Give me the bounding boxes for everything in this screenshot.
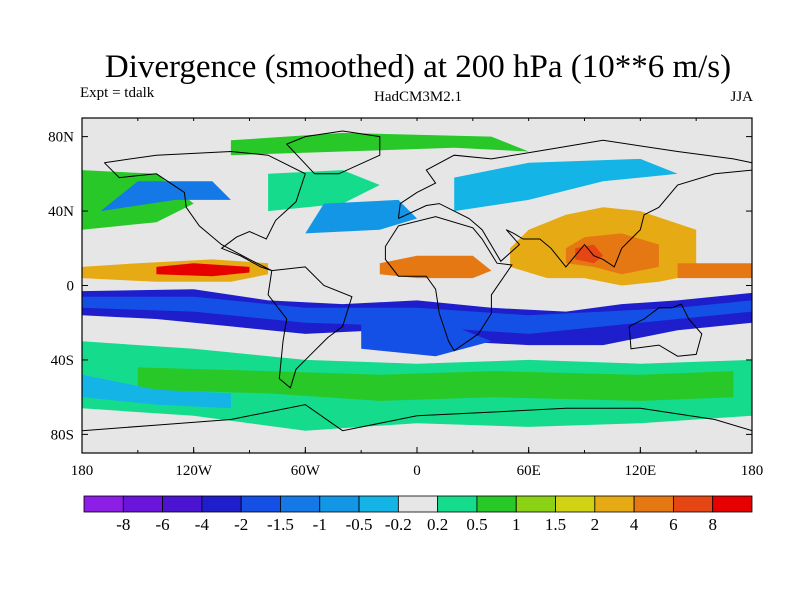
colorbar-label: -1 xyxy=(313,515,327,534)
colorbar-label: -4 xyxy=(195,515,210,534)
contour-sh-cyan-band xyxy=(82,374,231,409)
colorbar-box xyxy=(397,495,439,513)
x-tick-label: 60W xyxy=(291,463,321,479)
colorbar-box xyxy=(673,495,714,513)
colorbar-box xyxy=(555,495,596,513)
y-tick-label: 80S xyxy=(51,427,74,443)
x-tick-label: 180 xyxy=(741,463,764,479)
colorbar-box xyxy=(240,495,281,513)
contour-atlantic-neg xyxy=(305,199,417,234)
contour-itcz-pacific-core xyxy=(156,263,250,277)
coastlines xyxy=(82,130,752,432)
colorbar-box xyxy=(122,495,163,513)
coastline-antarctica xyxy=(82,404,752,432)
colorbar-label: 0.2 xyxy=(427,515,448,534)
x-tick-label: 180 xyxy=(71,463,94,479)
y-tick-label: 80N xyxy=(48,130,74,146)
contour-asia-monsoon-peak xyxy=(575,244,604,264)
contour-eq-pacific-convergence-core xyxy=(82,296,752,334)
colorbar-box xyxy=(83,495,124,513)
y-axis: 80N 40N 0 40S 80S xyxy=(48,130,752,443)
colorbar-label: -8 xyxy=(116,515,130,534)
colorbar-label: 4 xyxy=(630,515,639,534)
colorbar-label: -0.2 xyxy=(385,515,412,534)
colorbar: -8 -6 -4 -2 -1.5 -1 -0.5 -0.2 0.2 0.5 1 1.5 2 4 6 8 xyxy=(83,495,753,534)
coastline-north-america xyxy=(103,150,306,272)
colorbar-box xyxy=(319,495,360,513)
colorbar-label: 8 xyxy=(708,515,717,534)
y-tick-label: 40N xyxy=(48,204,74,220)
y-tick-label: 0 xyxy=(67,279,75,295)
colorbar-box xyxy=(515,495,556,513)
coastline-eurasia xyxy=(397,139,752,268)
x-tick-label: 120E xyxy=(624,463,656,479)
colorbar-box xyxy=(437,495,478,513)
y-tick-label: 40S xyxy=(51,353,74,369)
colorbar-label: 1.5 xyxy=(545,515,566,534)
x-tick-label: 0 xyxy=(413,463,421,479)
chart-title: Divergence (smoothed) at 200 hPa (10**6 … xyxy=(105,49,731,85)
colorbar-label: -0.5 xyxy=(346,515,373,534)
colorbar-label: -1.5 xyxy=(267,515,294,534)
x-axis: 180 120W 60W 0 60E 120E 180 xyxy=(71,118,764,479)
season-label: JJA xyxy=(730,89,753,105)
contour-asia-monsoon-core xyxy=(565,233,659,275)
contour-nh-midlat-neg xyxy=(100,181,231,212)
colorbar-box xyxy=(594,495,635,513)
x-tick-label: 120W xyxy=(175,463,213,479)
colorbar-box xyxy=(201,495,242,513)
coastline-africa xyxy=(384,216,513,352)
colorbar-label: 6 xyxy=(669,515,678,534)
coastline-south-america xyxy=(267,266,353,389)
colorbar-label: 1 xyxy=(512,515,521,534)
x-tick-label: 60E xyxy=(517,463,541,479)
experiment-label: Expt = tdalk xyxy=(80,85,155,101)
colorbar-box xyxy=(358,495,399,513)
coastline-greenland xyxy=(285,130,381,175)
contour-sh-midlat-green xyxy=(137,367,734,401)
colorbar-label: 2 xyxy=(591,515,600,534)
model-label: HadCM3M2.1 xyxy=(374,89,462,105)
coastline-australia xyxy=(628,303,703,357)
colorbar-label: -2 xyxy=(234,515,248,534)
colorbar-box xyxy=(633,495,674,513)
contour-eurasia-neg xyxy=(454,158,678,212)
contour-west-pacific-positive xyxy=(677,263,752,279)
colorbar-box xyxy=(712,495,753,513)
colorbar-box xyxy=(476,495,517,513)
colorbar-label: 0.5 xyxy=(466,515,487,534)
colorbar-box xyxy=(162,495,203,513)
colorbar-label: -6 xyxy=(156,515,170,534)
contour-africa-positive xyxy=(379,255,492,279)
colorbar-box xyxy=(280,495,321,513)
